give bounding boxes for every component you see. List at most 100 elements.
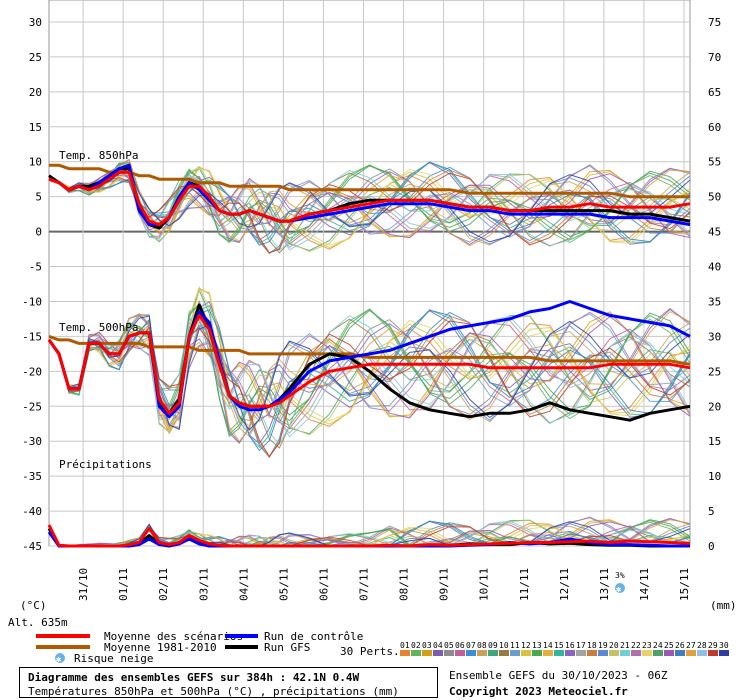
pert-legend-swatch [642, 650, 652, 656]
pert-legend-swatch [664, 650, 674, 656]
pert-legend-number: 10 [499, 641, 509, 650]
x-tick: 02/11 [157, 568, 170, 601]
pert-line [48, 289, 691, 432]
x-tick: 10/11 [478, 568, 491, 601]
x-tick: 12/11 [558, 568, 571, 601]
y-tick-left: -30 [22, 435, 42, 448]
label-t500: Temp. 500hPa [59, 321, 138, 334]
x-tick: 03/11 [197, 568, 210, 601]
snowflake-legend-icon: ✱ [55, 653, 65, 665]
pert-legend-number: 09 [488, 641, 498, 650]
x-tick: 04/11 [237, 568, 250, 601]
x-tick: 31/10 [77, 568, 90, 601]
altitude-label: Alt. 635m [8, 616, 68, 629]
y-tick-right: 35 [708, 295, 721, 308]
pert-legend-number: 16 [565, 641, 575, 650]
label-t850: Temp. 850hPa [59, 149, 138, 162]
pert-legend-swatch [620, 650, 630, 656]
pert-legend-number: 01 [400, 641, 410, 650]
y-tick-right: 5 [708, 505, 715, 518]
pert-line [48, 309, 691, 452]
y-tick-left: -20 [22, 365, 42, 378]
pert-legend-swatch [466, 650, 476, 656]
y-tick-left: -40 [22, 505, 42, 518]
pert-legend-number: 07 [466, 641, 476, 650]
pert-legend-number: 27 [686, 641, 696, 650]
y-tick-right: 65 [708, 86, 721, 99]
pert-line [48, 168, 691, 251]
pert-legend-swatch [422, 650, 432, 656]
y-unit-right: (mm) [710, 599, 737, 612]
pert-legend-swatch [697, 650, 707, 656]
pert-legend-number: 21 [620, 641, 630, 650]
x-tick: 05/11 [277, 568, 290, 601]
main-series-lines [47, 163, 691, 548]
pert-line [48, 315, 691, 445]
pert-legend-number: 12 [521, 641, 531, 650]
pert-legend-swatch [686, 650, 696, 656]
y-tick-right: 45 [708, 226, 721, 239]
y-tick-right: 25 [708, 365, 721, 378]
pert-legend-swatch [719, 650, 729, 656]
series-line-t850 [48, 170, 691, 227]
pert-legend-swatch [521, 650, 531, 656]
y-tick-right: 75 [708, 16, 721, 29]
pert-legend-number: 05 [444, 641, 454, 650]
chart-subtitle: Températures 850hPa et 500hPa (°C) , pré… [28, 685, 399, 698]
series-line-t500 [47, 313, 691, 415]
y-axis-left-ticks: 30 25 20 15 10 5 0 -5 -10 -15 -20 -25 -30 -35 -40 -45 [22, 16, 42, 553]
label-precip: Précipitations [59, 458, 152, 471]
pert-legend-number: 11 [510, 641, 520, 650]
snow-risk-value: 3% [615, 571, 625, 580]
pert-line [48, 315, 691, 459]
info-box: Diagramme des ensembles GEFS sur 384h : … [19, 667, 438, 698]
pert-legend-swatch [565, 650, 575, 656]
pert-line [48, 168, 691, 246]
pert-legend-swatch [510, 650, 520, 656]
y-tick-right: 0 [708, 540, 715, 553]
legend-control-label: Run de contrôle [264, 630, 363, 643]
series-line-precip [47, 524, 691, 548]
x-axis-ticks: 31/10 01/11 02/11 03/11 04/11 05/11 06/11 07/11… [77, 568, 691, 601]
pert-legend-swatch [554, 650, 564, 656]
pert-legend-number: 25 [664, 641, 674, 650]
y-tick-right: 20 [708, 400, 721, 413]
x-tick: 08/11 [398, 568, 411, 601]
chart-title: Diagramme des ensembles GEFS sur 384h : … [28, 671, 360, 684]
svg-text:✱: ✱ [616, 585, 622, 595]
pert-legend-number: 30 [719, 641, 729, 650]
pert-legend-number: 24 [653, 641, 663, 650]
y-tick-right: 30 [708, 330, 721, 343]
pert-legend-swatch [653, 650, 663, 656]
pert-legend-number: 22 [631, 641, 641, 650]
pert-legend-number: 08 [477, 641, 487, 650]
copyright: Copyright 2023 Meteociel.fr [449, 685, 628, 698]
pert-legend-number: 15 [554, 641, 564, 650]
pert-legend-number: 23 [642, 641, 652, 650]
pert-legend-number: 26 [675, 641, 685, 650]
x-tick: 15/11 [678, 568, 691, 601]
y-tick-left: -10 [22, 295, 42, 308]
pert-legend-swatch [532, 650, 542, 656]
svg-text:✱: ✱ [56, 655, 62, 665]
pert-legend-number: 03 [422, 641, 432, 650]
x-tick: 01/11 [117, 568, 130, 601]
y-unit-left: (°C) [20, 599, 47, 612]
y-tick-left: -5 [29, 261, 42, 274]
pert-legend-swatch [631, 650, 641, 656]
run-info: Ensemble GEFS du 30/10/2023 - 06Z [449, 669, 668, 682]
y-tick-right: 55 [708, 156, 721, 169]
pert-line [48, 172, 691, 254]
pert-legend-swatch [433, 650, 443, 656]
pert-legend-swatch [488, 650, 498, 656]
legend-perts-label: 30 Perts. [340, 645, 400, 658]
pert-legend-number: 13 [532, 641, 542, 650]
y-tick-left: -35 [22, 470, 42, 483]
y-tick-left: -45 [22, 540, 42, 553]
snowflake-icon: ✱ [615, 583, 625, 595]
y-tick-right: 10 [708, 470, 721, 483]
pert-legend-number: 28 [697, 641, 707, 650]
pert-legend-number: 14 [543, 641, 553, 650]
y-tick-left: 10 [29, 156, 42, 169]
